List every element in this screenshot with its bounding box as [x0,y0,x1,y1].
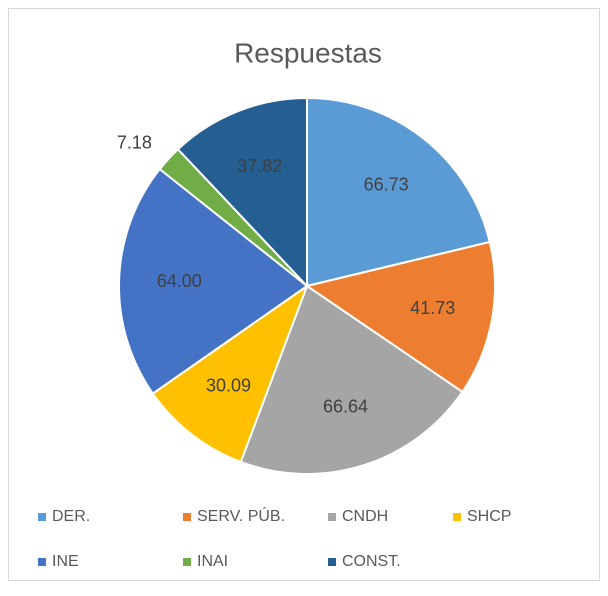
legend-label: SERV. PÚB. [197,506,285,525]
data-label: 30.09 [206,376,251,396]
pie-slice [151,283,310,464]
legend-label: CONST. [342,553,401,570]
legend-swatch [183,513,191,521]
legend-swatch [183,558,191,566]
pie-slice [176,96,308,289]
pie-slice [239,284,464,475]
data-label: 66.73 [364,174,409,194]
pie-slice [306,96,491,288]
pie-slice [118,167,309,395]
legend-swatch [453,513,461,521]
pie-slice [304,240,496,394]
legend-label: INE [52,553,79,570]
legend-label: INAI [197,553,228,570]
legend-label: CNDH [342,508,388,525]
chart-title: Respuestas [234,37,382,68]
legend-swatch [328,558,336,566]
data-label: 7.18 [117,132,152,152]
legend-swatch [38,513,46,521]
data-label: 37.82 [237,156,282,176]
data-label: 64.00 [157,271,202,291]
data-label: 41.73 [410,298,455,318]
legend-swatch [328,513,336,521]
legend-label: SHCP [467,508,511,525]
data-label: 66.64 [323,397,368,417]
legend-label: DER. [52,508,90,525]
legend-swatch [38,558,46,566]
